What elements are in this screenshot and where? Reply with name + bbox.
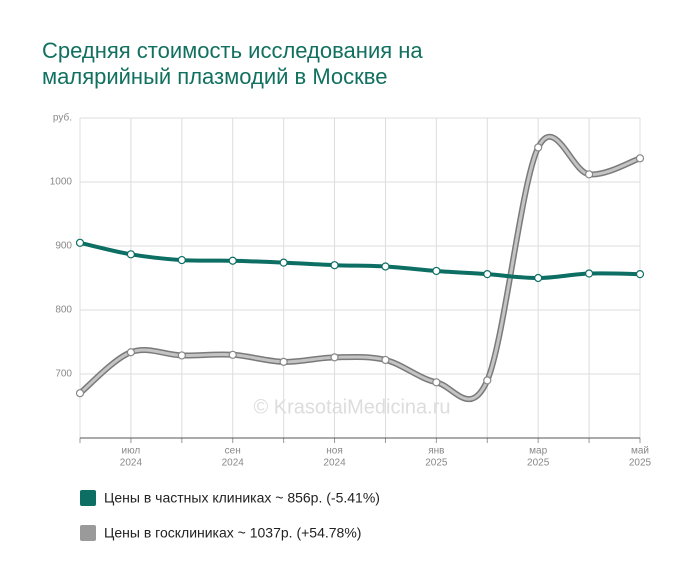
point bbox=[534, 143, 543, 152]
y-tick-label: руб. bbox=[53, 112, 72, 124]
x-tick-year: 2024 bbox=[120, 458, 143, 469]
legend-label: Цены в частных клиниках ~ 856р. (-5.41%) bbox=[104, 490, 380, 506]
legend-swatch bbox=[80, 525, 96, 541]
point bbox=[432, 266, 441, 276]
point bbox=[75, 389, 85, 398]
point bbox=[534, 273, 543, 283]
line bbox=[79, 240, 641, 281]
y-tick-label: 800 bbox=[55, 305, 72, 316]
point bbox=[126, 250, 136, 259]
x-tick-label: мар bbox=[529, 446, 547, 457]
legend-swatch bbox=[80, 490, 96, 506]
chart-title: Средняя стоимость исследования на маляри… bbox=[42, 38, 423, 89]
y-tick-label: 1000 bbox=[50, 177, 73, 188]
point bbox=[584, 269, 594, 278]
point bbox=[330, 261, 339, 270]
point bbox=[635, 270, 645, 279]
x-tick-label: ноя bbox=[326, 446, 343, 457]
point bbox=[279, 357, 288, 366]
point bbox=[381, 355, 390, 365]
x-tick-year: 2024 bbox=[323, 458, 346, 469]
point bbox=[126, 348, 136, 357]
point bbox=[177, 255, 186, 265]
x-tick-label: июл bbox=[122, 446, 141, 457]
point bbox=[584, 170, 594, 179]
point bbox=[228, 256, 237, 265]
point bbox=[330, 353, 339, 362]
y-tick-label: 900 bbox=[55, 241, 72, 252]
x-tick-label: янв bbox=[428, 446, 444, 457]
point bbox=[432, 378, 441, 387]
x-tick-year: 2024 bbox=[222, 458, 245, 469]
point bbox=[228, 350, 237, 359]
x-tick-year: 2025 bbox=[527, 458, 550, 469]
point bbox=[177, 351, 186, 360]
x-tick-year: 2025 bbox=[629, 458, 652, 469]
point bbox=[381, 262, 390, 271]
x-tick-label: сен bbox=[225, 446, 241, 457]
x-tick-label: май bbox=[631, 446, 649, 457]
y-tick-label: 700 bbox=[55, 369, 72, 380]
watermark: © KrasotaiMedicina.ru bbox=[253, 396, 450, 418]
line-outline bbox=[78, 134, 642, 402]
point bbox=[483, 270, 492, 279]
point bbox=[483, 376, 492, 385]
x-tick-year: 2025 bbox=[425, 458, 448, 469]
legend-label: Цены в госклиниках ~ 1037р. (+54.78%) bbox=[104, 525, 361, 541]
point bbox=[635, 154, 645, 163]
point bbox=[75, 238, 85, 247]
point bbox=[279, 258, 288, 267]
